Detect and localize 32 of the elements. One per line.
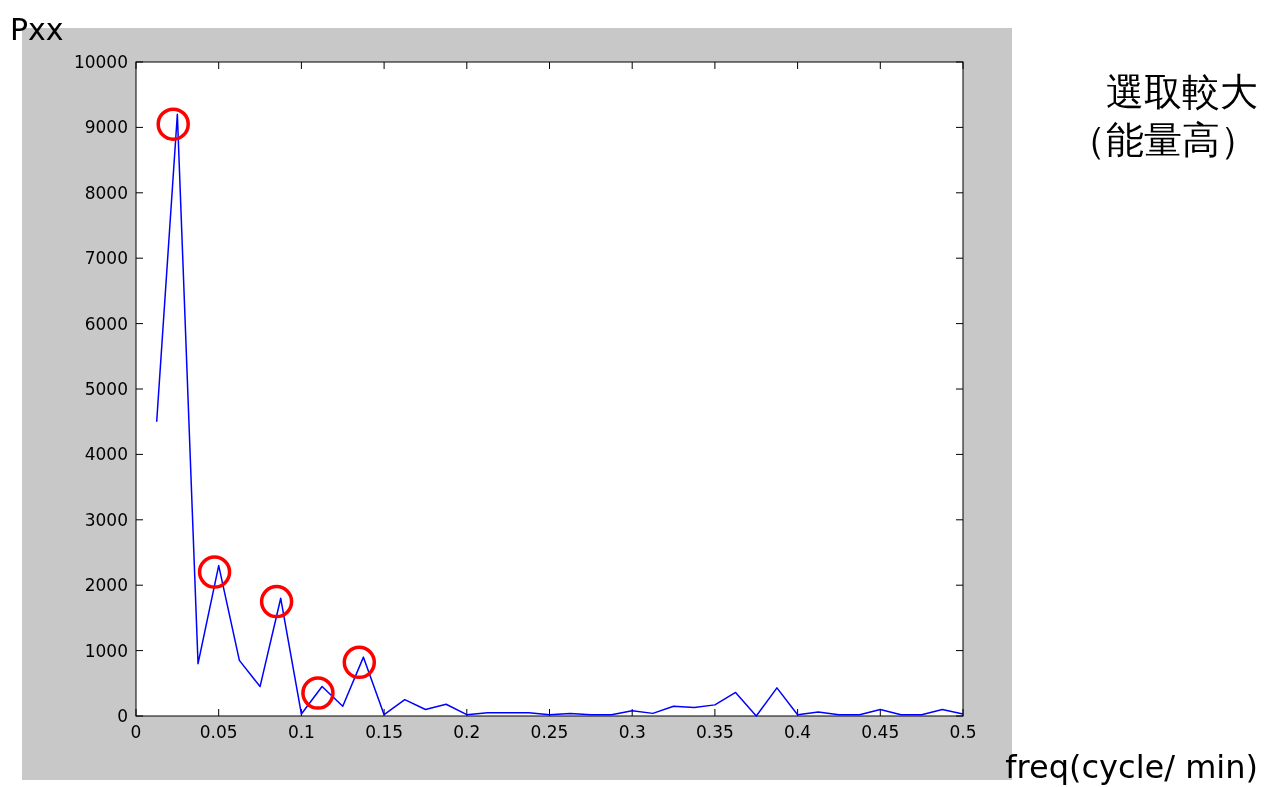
point xyxy=(197,555,232,589)
y-tick-label: 0 xyxy=(117,706,128,726)
y-tick-label: 3000 xyxy=(84,509,128,530)
x-axis-title: freq(cycle/ min) xyxy=(1005,748,1258,786)
x-tick-label: 0.45 xyxy=(861,722,900,742)
y-tick-label: 5000 xyxy=(84,379,128,399)
text: （能量高） xyxy=(1068,118,1258,162)
y-tick-label: 6000 xyxy=(84,313,128,334)
y-tick-label: 2000 xyxy=(84,575,128,596)
x-tick-label: 0.5 xyxy=(949,722,977,742)
x-tick-label: 0.2 xyxy=(453,722,481,742)
point xyxy=(342,645,377,680)
x-tick-label: 0.3 xyxy=(618,722,646,742)
x-tick-label: 0 xyxy=(130,722,142,742)
point xyxy=(301,676,335,710)
x-tick-label: 0.1 xyxy=(287,722,315,742)
x-tick-label: 0.15 xyxy=(365,722,404,742)
x-tick-label: 0.4 xyxy=(784,722,812,742)
y-tick-label: 9000 xyxy=(84,117,128,138)
x-tick-label: 0.05 xyxy=(199,722,238,742)
x-tick-label: 0.25 xyxy=(530,722,569,742)
text: 選取較大 xyxy=(1106,70,1258,114)
point xyxy=(156,107,190,141)
y-tick-label: 4000 xyxy=(84,444,128,465)
point xyxy=(259,584,294,619)
x-tick-label: 0.35 xyxy=(695,722,734,742)
y-tick-label: 7000 xyxy=(84,248,128,269)
y-axis-title: Pxx xyxy=(10,12,64,47)
y-tick-label: 8000 xyxy=(84,182,128,203)
y-tick-label: 1000 xyxy=(84,640,128,661)
y-tick-label: 10000 xyxy=(73,52,128,72)
line-series xyxy=(155,113,964,717)
